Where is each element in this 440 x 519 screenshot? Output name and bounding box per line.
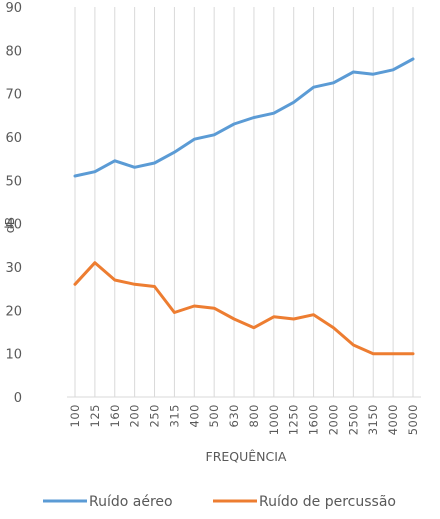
x-tick-label: 500 <box>207 404 221 427</box>
x-tick-label: 1250 <box>287 404 301 435</box>
y-tick-label: 30 <box>5 261 22 276</box>
series-lines <box>73 57 415 356</box>
x-tick-label: 400 <box>187 404 201 427</box>
x-tick-label: 800 <box>247 404 261 427</box>
y-tick-label: 70 <box>5 88 22 103</box>
y-tick-label: 50 <box>5 174 22 189</box>
x-tick-label: 4000 <box>386 404 400 435</box>
x-axis-label: FREQUÊNCIA <box>206 449 287 464</box>
series-line-2 <box>73 261 415 356</box>
y-tick-label: 40 <box>5 218 22 233</box>
x-axis-ticks: 100 125 160 200 250 315 400 500 630 800 1000 1250 16… <box>68 404 420 435</box>
x-tick-label: 630 <box>227 404 241 427</box>
x-tick-label: 250 <box>148 404 162 427</box>
x-tick-label: 1000 <box>267 404 281 435</box>
x-tick-label: 2500 <box>346 404 360 435</box>
y-tick-label: 80 <box>5 44 22 59</box>
y-tick-label: 60 <box>5 131 22 146</box>
x-tick-label: 200 <box>128 404 142 427</box>
x-tick-label: 160 <box>108 404 122 427</box>
y-tick-label: 0 <box>14 391 22 406</box>
y-axis-ticks: 0 10 20 30 40 50 60 70 80 90 <box>5 1 22 406</box>
y-tick-label: 10 <box>5 348 22 363</box>
x-tick-label: 2000 <box>326 404 340 435</box>
series-line-1 <box>73 57 415 178</box>
x-tick-label: 125 <box>88 404 102 427</box>
vertical-gridlines <box>74 7 414 397</box>
y-tick-label: 20 <box>5 304 22 319</box>
legend: Ruído aéreo Ruído de percussão <box>43 494 396 510</box>
x-tick-label: 3150 <box>366 404 380 435</box>
y-axis-label: dB <box>2 217 17 234</box>
x-tick-label: 315 <box>167 404 181 427</box>
x-tick-label: 5000 <box>406 404 420 435</box>
legend-label: Ruído de percussão <box>259 494 396 510</box>
x-tick-label: 100 <box>68 404 82 427</box>
y-tick-label: 90 <box>5 1 22 16</box>
x-tick-label: 1600 <box>307 404 321 435</box>
legend-label: Ruído aéreo <box>89 494 173 510</box>
